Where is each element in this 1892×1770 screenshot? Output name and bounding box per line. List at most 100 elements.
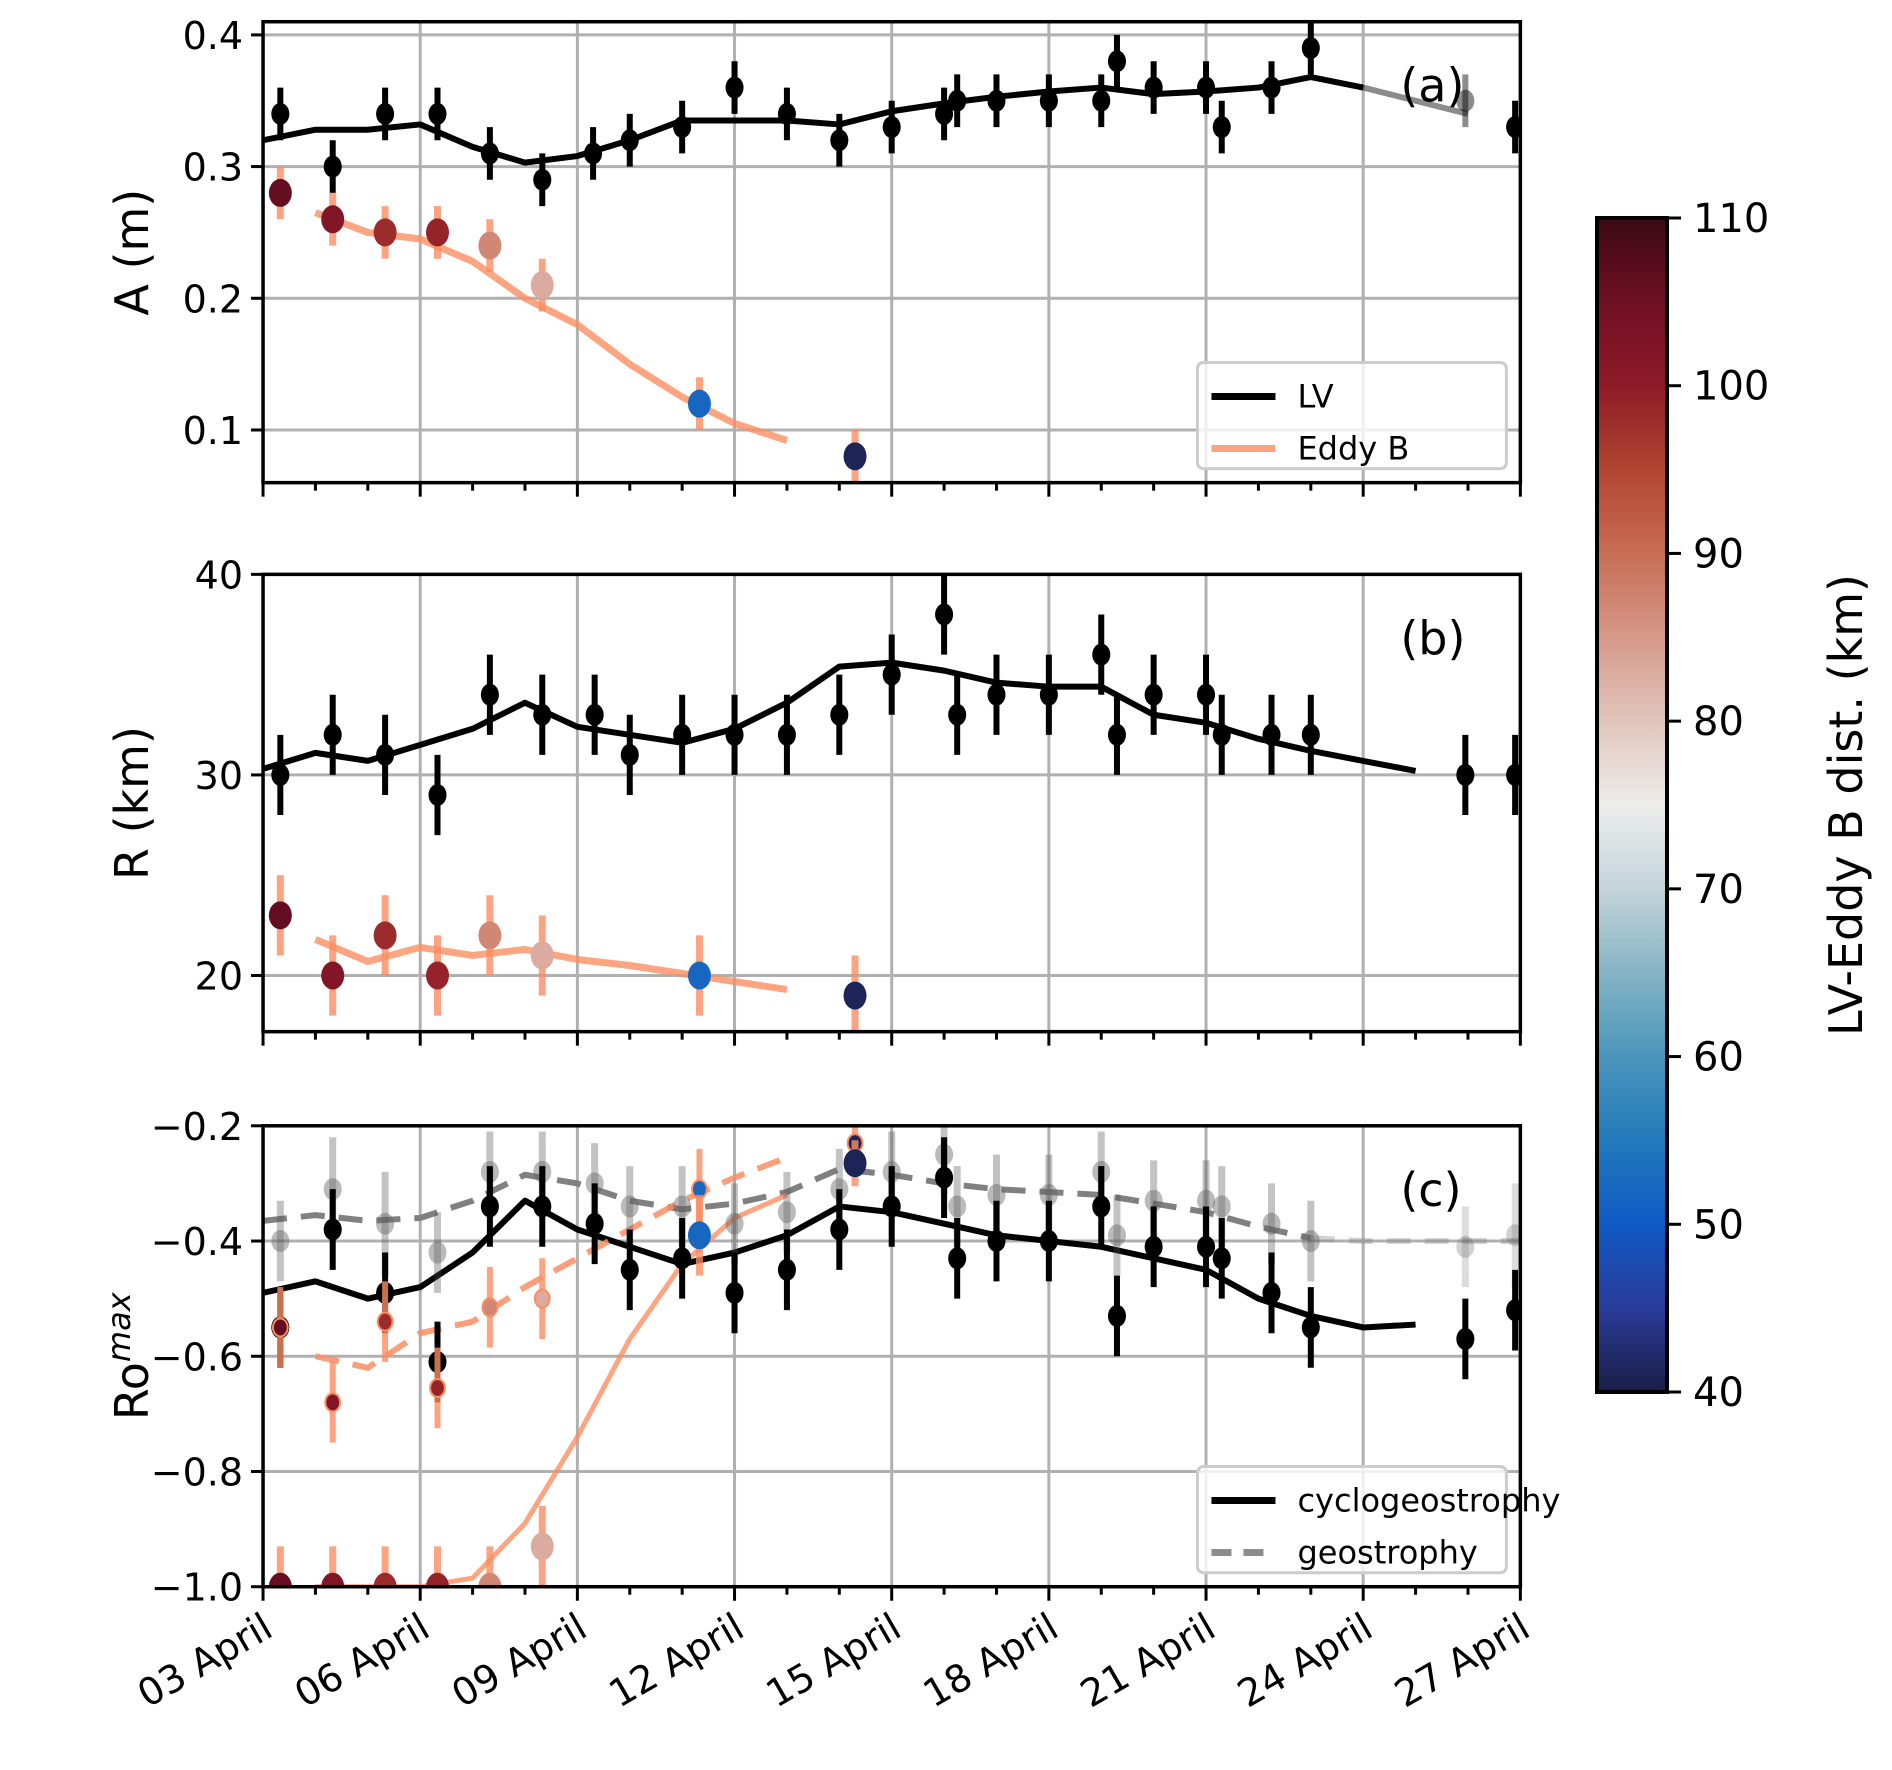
lv-point [1092, 89, 1111, 112]
lv-geostrophy-point [948, 1195, 967, 1218]
plot-area [263, 21, 1521, 483]
lv-point [1197, 76, 1216, 99]
lv-geostrophy-point [1212, 1195, 1231, 1218]
lv-point [830, 129, 849, 152]
lv-point [428, 102, 447, 125]
lv-point [987, 683, 1006, 706]
x-tick-label: 24 April [1230, 1604, 1380, 1716]
lv-point [1456, 763, 1475, 786]
lv-cyclogeostrophy-point [1301, 1316, 1320, 1339]
x-tick-labels: 03 April 06 April 09 April 12 April 15 April… [130, 1604, 1537, 1716]
eddy-b-point [687, 961, 711, 990]
lv-cyclogeostrophy-point [935, 1166, 954, 1189]
eddy-b-cyclogeostrophy-point [843, 1149, 867, 1178]
lv-point [1506, 763, 1521, 786]
lv-point [1262, 723, 1281, 746]
lv-cyclogeostrophy-point [1262, 1281, 1281, 1304]
lv-cyclogeostrophy-point [882, 1195, 901, 1218]
colorbar: 40 50 60 70 80 90 100 110 LV-Eddy B dist. (km) [1595, 196, 1873, 1416]
legend-box [1195, 1465, 1508, 1575]
lv-cyclogeostrophy-point [1092, 1195, 1111, 1218]
y-tick-label: 0.2 [183, 277, 243, 321]
lv-geostrophy-line-faded [1310, 1235, 1521, 1245]
lv-point [1456, 89, 1475, 112]
lv-line-faded [1362, 84, 1469, 117]
lv-cyclogeostrophy-point [1107, 1304, 1126, 1327]
x-tick-label: 21 April [1073, 1604, 1223, 1716]
eddy-b-point [268, 178, 292, 207]
plot-area [263, 574, 1521, 1032]
lv-point [882, 663, 901, 686]
lv-point [1144, 76, 1163, 99]
lv-point [620, 129, 639, 152]
lv-geostrophy-point [1197, 1189, 1216, 1212]
lv-point [777, 102, 796, 125]
colorbar-tick-label: 80 [1693, 699, 1744, 745]
eddy-b-geostrophy-point [481, 1297, 499, 1318]
lv-cyclogeostrophy-point [830, 1218, 849, 1241]
lv-point [323, 723, 342, 746]
eddy-b-point [687, 389, 711, 418]
lv-cyclogeostrophy-point [948, 1247, 967, 1270]
lv-geostrophy-point [1107, 1224, 1126, 1247]
panel-a-amplitude: 0.1 0.2 0.3 0.4 A (m) (a) LV Eddy B [105, 14, 1523, 497]
x-tick-label: 12 April [601, 1604, 751, 1716]
eddy-b-cyclogeostrophy-point [687, 1221, 711, 1250]
lv-point [480, 683, 499, 706]
eddy-b-cyclogeostrophy-point [478, 1572, 502, 1587]
lv-point [830, 703, 849, 726]
eddy-b-point [373, 921, 397, 950]
lv-point [533, 168, 552, 191]
legend-label: cyclogeostrophy [1297, 1482, 1560, 1520]
lv-point [1301, 723, 1320, 746]
y-axis-label: Romax [100, 1291, 159, 1420]
colorbar-tick-label: 70 [1693, 867, 1744, 913]
lv-point [271, 102, 290, 125]
lv-point [1301, 37, 1320, 60]
eddy-b-geostrophy-point [533, 1288, 551, 1309]
eddy-b-cyclogeostrophy-point [530, 1532, 554, 1561]
lv-cyclogeostrophy-point [1197, 1235, 1216, 1258]
legend-label: LV [1297, 377, 1333, 415]
y-axis-label-base: Ro [105, 1362, 159, 1420]
lv-cyclogeostrophy-point [1144, 1235, 1163, 1258]
lv-point [533, 703, 552, 726]
lv-cyclogeostrophy-point [585, 1212, 604, 1235]
eddy-b-point [426, 961, 449, 990]
lv-cyclogeostrophy-point [777, 1258, 796, 1281]
legend: LV Eddy B [1195, 360, 1508, 471]
lv-cyclogeostrophy-point [673, 1247, 692, 1270]
lv-point [948, 89, 967, 112]
colorbar-tick-label: 50 [1693, 1202, 1744, 1248]
colorbar-tick-label: 60 [1693, 1035, 1744, 1081]
lv-geostrophy-point [376, 1212, 395, 1235]
eddy-b-point [321, 205, 345, 234]
lv-line [263, 74, 1364, 166]
y-tick-label: 30 [195, 754, 243, 798]
y-tick-label: 0.3 [183, 146, 243, 190]
x-tick-label: 18 April [916, 1604, 1066, 1716]
lv-point [725, 76, 744, 99]
lv-point [1262, 76, 1281, 99]
legend: cyclogeostrophy geostrophy [1195, 1465, 1560, 1575]
eddy-b-point [321, 961, 345, 990]
eddy-b-point [373, 218, 397, 247]
legend-box [1195, 360, 1508, 471]
lv-cyclogeostrophy-point [1212, 1247, 1231, 1270]
lv-point [323, 155, 342, 178]
eddy-b-point [478, 231, 502, 260]
lv-point [584, 142, 603, 165]
y-tick-label: −0.8 [151, 1450, 243, 1494]
panel-c-rossby: −1.0 −0.8 −0.6 −0.4 −0.2 Romax (c) cyclogeostro… [100, 1105, 1560, 1610]
lv-point [1092, 643, 1111, 666]
eddy-b-point [843, 981, 867, 1010]
lv-cyclogeostrophy-point [533, 1195, 552, 1218]
lv-geostrophy-point [725, 1212, 744, 1235]
lv-point [271, 763, 290, 786]
panel-label: (a) [1400, 59, 1464, 113]
lv-cyclogeostrophy-point [1456, 1327, 1475, 1350]
lv-point [987, 89, 1006, 112]
x-tick-label: 03 April [130, 1604, 280, 1716]
eddy-b-geostrophy-point [271, 1317, 289, 1338]
y-tick-label: 0.1 [183, 409, 243, 453]
